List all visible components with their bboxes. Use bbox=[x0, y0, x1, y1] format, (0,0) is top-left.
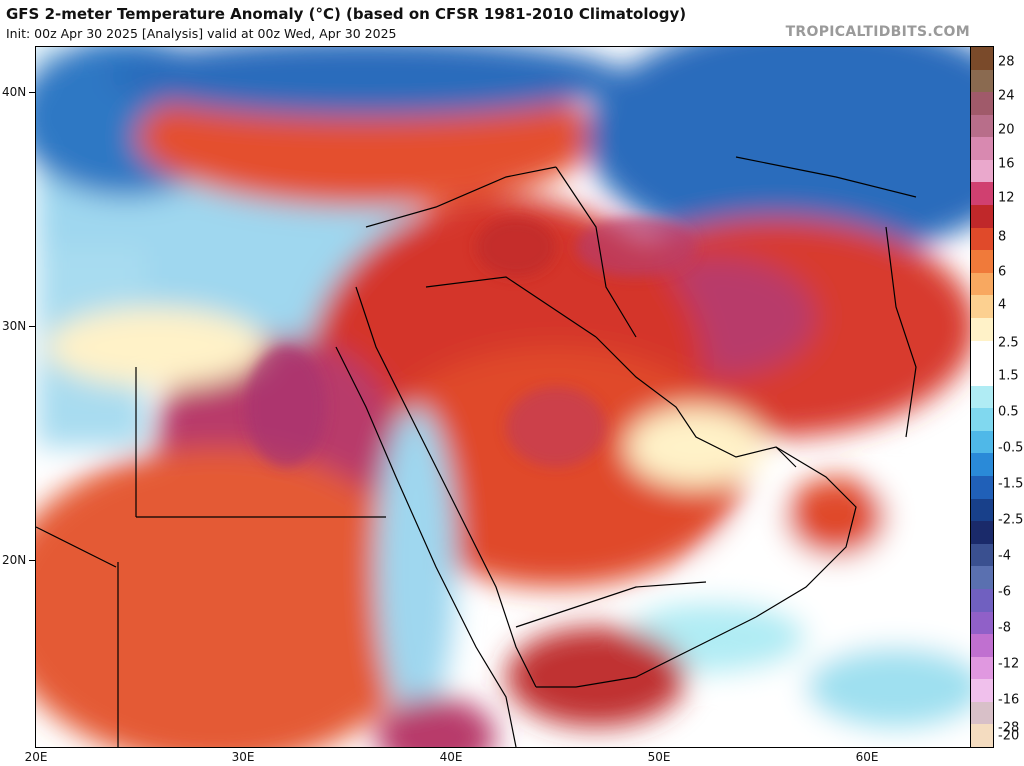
lat-label-30n: 30N bbox=[2, 319, 27, 333]
saudi-yemen-border bbox=[515, 581, 707, 628]
colorbar-segment bbox=[971, 250, 993, 274]
lon-label-60e: 60E bbox=[855, 750, 879, 764]
colorbar-segment bbox=[971, 340, 993, 364]
colorbar-segment bbox=[971, 385, 993, 409]
colorbar-label: 6 bbox=[998, 264, 1007, 280]
colorbar-label: 24 bbox=[998, 88, 1015, 104]
colorbar-label: -20 bbox=[998, 728, 1020, 744]
colorbar-label: -28 bbox=[998, 720, 1020, 736]
colorbar-segment bbox=[971, 588, 993, 612]
colorbar bbox=[970, 46, 994, 748]
turkey-south-border bbox=[365, 166, 557, 228]
chart-title: GFS 2-meter Temperature Anomaly (°C) (ba… bbox=[6, 5, 687, 23]
yemen-coast bbox=[536, 616, 757, 688]
saudi-border bbox=[425, 276, 597, 338]
colorbar-label: 8 bbox=[998, 229, 1007, 245]
colorbar-label: 20 bbox=[998, 122, 1015, 138]
colorbar-segment bbox=[971, 498, 993, 522]
oman-coast bbox=[755, 446, 857, 618]
colorbar-segment bbox=[971, 476, 993, 500]
lon-label-20e: 20E bbox=[24, 750, 48, 764]
colorbar-segment bbox=[971, 679, 993, 703]
colorbar-label: -4 bbox=[998, 548, 1011, 564]
lat-tick-20n bbox=[29, 560, 35, 561]
iran-east-border bbox=[885, 226, 917, 438]
colorbar-segment bbox=[971, 724, 993, 748]
colorbar-label: -1.5 bbox=[998, 476, 1024, 492]
colorbar-label: -16 bbox=[998, 692, 1020, 708]
colorbar-segment bbox=[971, 182, 993, 206]
colorbar-segment bbox=[971, 47, 993, 71]
colorbar-label: -8 bbox=[998, 620, 1011, 636]
colorbar-segment bbox=[971, 227, 993, 251]
colorbar-segment bbox=[971, 611, 993, 635]
colorbar-segment bbox=[971, 453, 993, 477]
afghan-border bbox=[735, 156, 917, 198]
colorbar-label: -2.5 bbox=[998, 512, 1024, 528]
init-valid-subtitle: Init: 00z Apr 30 2025 [Analysis] valid a… bbox=[6, 26, 397, 41]
colorbar-segment bbox=[971, 408, 993, 432]
colorbar-segment bbox=[971, 543, 993, 567]
colorbar-segment bbox=[971, 205, 993, 229]
lon-label-40e: 40E bbox=[439, 750, 463, 764]
chad-border bbox=[36, 526, 117, 568]
colorbar-segment bbox=[971, 634, 993, 658]
colorbar-segment bbox=[971, 295, 993, 319]
colorbar-segment bbox=[971, 430, 993, 454]
colorbar-segment bbox=[971, 159, 993, 183]
anomaly-detail bbox=[246, 217, 696, 467]
colorbar-segment bbox=[971, 521, 993, 545]
borders bbox=[36, 156, 917, 747]
anomaly-map bbox=[36, 47, 970, 747]
lat-tick-30n bbox=[29, 326, 35, 327]
colorbar-segment bbox=[971, 317, 993, 342]
arabia-west-coast bbox=[355, 286, 537, 688]
colorbar-segment bbox=[971, 656, 993, 680]
colorbar-label: 4 bbox=[998, 297, 1007, 313]
lon-label-50e: 50E bbox=[647, 750, 671, 764]
colorbar-label: 1.5 bbox=[998, 368, 1019, 384]
colorbar-label: 28 bbox=[998, 54, 1015, 70]
map-panel bbox=[35, 46, 971, 748]
lat-label-20n: 20N bbox=[2, 553, 27, 567]
colorbar-label: -0.5 bbox=[998, 440, 1024, 456]
colorbar-label: 0.5 bbox=[998, 404, 1019, 420]
site-brand: TROPICALTIDBITS.COM bbox=[785, 24, 970, 40]
colorbar-segment bbox=[971, 272, 993, 296]
lat-tick-40n bbox=[29, 92, 35, 93]
lat-label-40n: 40N bbox=[2, 85, 27, 99]
colorbar-label: -6 bbox=[998, 584, 1011, 600]
colorbar-label: 16 bbox=[998, 156, 1015, 172]
colorbar-segment bbox=[971, 114, 993, 138]
colorbar-segment bbox=[971, 69, 993, 93]
colorbar-segment bbox=[971, 566, 993, 590]
colorbar-segment bbox=[971, 363, 993, 387]
red-sea-coast bbox=[335, 346, 517, 747]
iran-iraq-border bbox=[555, 166, 637, 338]
colorbar-label: -12 bbox=[998, 656, 1020, 672]
lon-label-30e: 30E bbox=[231, 750, 255, 764]
colorbar-label: 12 bbox=[998, 190, 1015, 206]
colorbar-segment bbox=[971, 137, 993, 161]
colorbar-segment bbox=[971, 92, 993, 116]
colorbar-segment bbox=[971, 701, 993, 725]
anomaly-fields bbox=[36, 47, 970, 747]
colorbar-label: 2.5 bbox=[998, 335, 1019, 351]
